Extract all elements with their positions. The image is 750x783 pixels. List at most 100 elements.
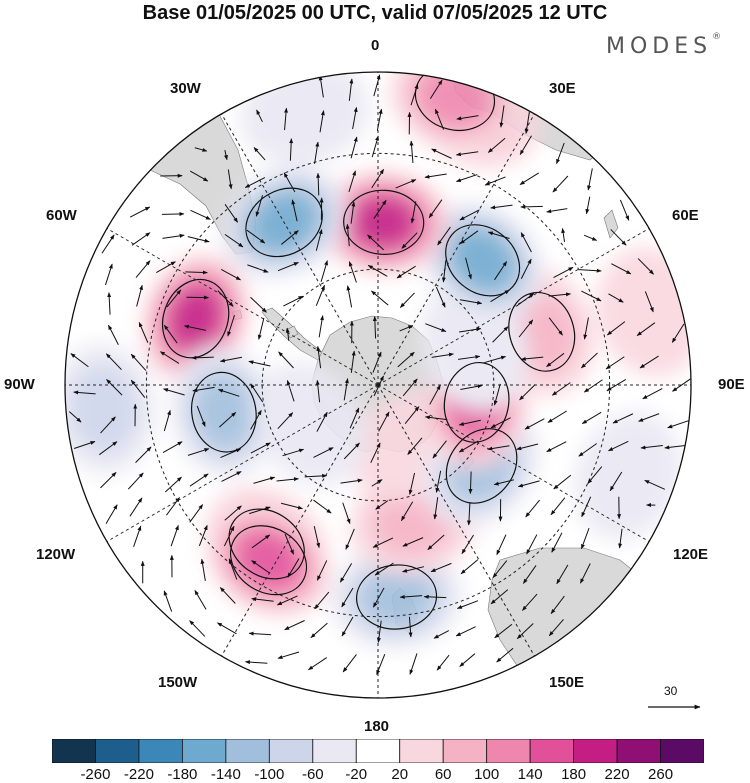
wind-arrow <box>399 292 415 308</box>
wind-arrow <box>248 360 271 367</box>
anomaly-level <box>237 531 300 589</box>
wind-arrow <box>100 416 116 434</box>
wind-arrow <box>106 379 123 396</box>
wind-arrow <box>192 386 215 393</box>
wind-arrow <box>397 351 415 368</box>
wind-arrow <box>372 587 385 608</box>
wind-arrow <box>496 647 514 663</box>
meridian-line <box>93 220 379 386</box>
wind-arrow <box>639 355 659 369</box>
wind-arrow <box>644 291 654 313</box>
contour-line <box>445 224 521 297</box>
wind-arrow <box>189 504 204 523</box>
wind-arrow <box>200 558 206 581</box>
wind-arrow <box>189 620 206 637</box>
colorbar-swatch <box>355 739 401 763</box>
wind-arrow <box>371 135 379 158</box>
meridian-line <box>213 100 379 386</box>
wind-arrow <box>672 378 691 392</box>
contour-line <box>191 371 257 453</box>
wind-arrow <box>428 199 443 219</box>
wind-arrow <box>314 591 330 610</box>
brand-name: MODES <box>606 34 713 59</box>
wind-arrow <box>276 477 299 482</box>
wind-arrow <box>316 560 328 581</box>
wind-arrow <box>127 472 144 490</box>
wind-arrow <box>283 172 296 193</box>
wind-arrow <box>372 315 377 339</box>
wind-arrow <box>423 594 447 599</box>
wind-arrow <box>310 622 328 639</box>
wind-arrow <box>399 325 414 332</box>
wind-arrow <box>640 445 663 450</box>
wind-arrow <box>73 390 96 395</box>
wind-arrow <box>283 295 304 307</box>
wind-arrow <box>221 471 242 482</box>
wind-arrow <box>553 474 572 490</box>
wind-arrow <box>375 500 389 510</box>
wind-arrow <box>345 223 350 247</box>
wind-arrow <box>183 324 207 331</box>
wind-arrow <box>224 505 242 521</box>
contour-line <box>343 189 425 255</box>
wind-arrow <box>431 148 452 159</box>
wind-arrow <box>410 201 417 224</box>
wind-arrow <box>587 168 593 191</box>
wind-arrow <box>348 78 354 101</box>
anomaly-level <box>68 365 139 453</box>
wind-arrow <box>278 351 294 369</box>
colorbar-tick-label: -260 <box>80 766 111 783</box>
wind-arrow <box>376 108 383 131</box>
wind-arrow <box>194 589 207 610</box>
wind-arrow <box>135 446 152 464</box>
wind-arrow <box>162 233 185 239</box>
wind-arrow <box>610 229 627 246</box>
wind-arrow <box>223 525 235 547</box>
wind-arrow <box>410 83 419 106</box>
wind-arrow <box>612 413 634 424</box>
wind-arrow <box>466 503 471 526</box>
wind-arrow <box>100 472 117 489</box>
contour-line <box>445 428 518 504</box>
wind-arrow <box>585 196 591 215</box>
wind-arrow <box>246 229 266 244</box>
wind-arrow <box>277 412 294 430</box>
wind-arrow <box>164 476 182 493</box>
wind-arrow <box>430 562 452 573</box>
wind-arrow <box>581 290 602 302</box>
wind-arrow <box>163 590 173 612</box>
wind-arrow <box>401 232 418 249</box>
wind-arrow <box>638 413 660 422</box>
wind-arrow <box>313 499 332 514</box>
wind-arrow <box>664 444 687 450</box>
wind-arrow <box>277 262 299 272</box>
anomaly-level <box>170 288 222 349</box>
wind-arrow <box>133 525 142 548</box>
wind-arrow <box>494 623 513 639</box>
wind-arrow <box>251 597 274 602</box>
wind-arrow <box>487 231 510 239</box>
wind-arrow <box>547 410 567 423</box>
wind-arrow <box>159 351 180 364</box>
wind-arrow <box>490 204 513 210</box>
wind-arrow <box>250 383 264 403</box>
wind-arrow <box>455 174 478 182</box>
wind-arrow <box>425 323 447 332</box>
wind-arrow <box>189 170 209 182</box>
wind-arrow <box>465 257 472 280</box>
wind-arrow <box>228 558 238 580</box>
wind-arrow <box>220 448 242 458</box>
wind-arrow <box>348 261 357 283</box>
colorbar-swatch <box>52 739 96 763</box>
map-boundary <box>64 71 692 699</box>
wind-arrow <box>350 136 358 159</box>
wind-arrow <box>550 595 565 615</box>
wind-arrow <box>130 353 147 371</box>
wind-arrow <box>395 179 417 189</box>
anomaly-contours <box>162 72 576 630</box>
wind-arrow <box>285 327 290 341</box>
wind-arrow <box>551 532 563 553</box>
reference-vector-label: 30 <box>664 684 678 698</box>
wind-arrow <box>409 140 414 163</box>
